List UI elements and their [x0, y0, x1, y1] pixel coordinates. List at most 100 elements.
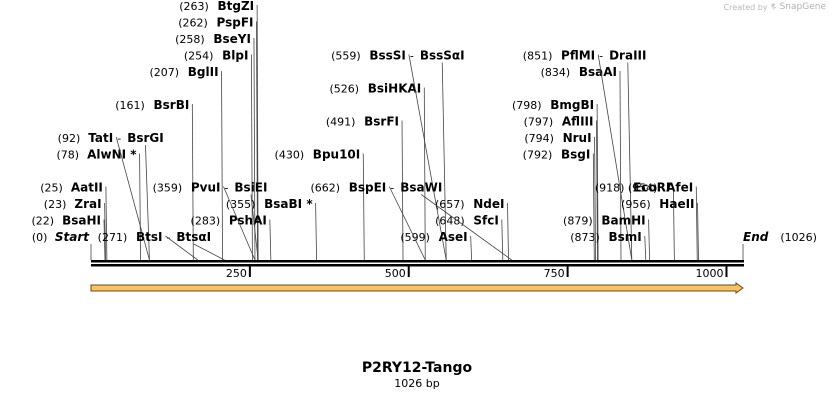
site-label-bsssi[interactable]: (559) BssSI - BssSαI	[331, 49, 465, 261]
site-leader-line	[421, 194, 512, 261]
site-position: (794)	[524, 132, 554, 145]
site-label-afliii[interactable]: (797) AflIII	[524, 115, 598, 261]
site-position: (92)	[58, 132, 81, 145]
site-name-secondary: BsrGI	[127, 131, 164, 145]
site-leader-line	[251, 54, 253, 261]
site-label-nrui[interactable]: (794) NruI	[524, 131, 596, 261]
site-position: (559)	[331, 50, 361, 63]
site-leader-line	[139, 153, 141, 261]
site-label-zrai[interactable]: (23) ZraI	[44, 197, 107, 261]
site-label-ndei[interactable]: (657) NdeI	[435, 197, 509, 261]
site-leader-line	[627, 62, 633, 261]
site-label-bsaai[interactable]: (834) BsaAI	[541, 65, 622, 261]
site-name: BsrBI	[153, 98, 189, 112]
site-label-bseyi[interactable]: (258) BseYI	[175, 32, 256, 261]
ruler-tick-label: 250	[226, 267, 247, 280]
site-name: TatI	[88, 131, 113, 145]
site-position: (956)	[621, 198, 651, 211]
site-label-pflmi[interactable]: (851) PflMI - DraIII	[523, 49, 647, 261]
site-label-bspei[interactable]: (662) BspEI - BsaWI	[310, 181, 512, 261]
site-leader-line	[362, 153, 365, 261]
orf-feature[interactable]	[90, 282, 744, 294]
site-label-bsgi[interactable]: (792) BsgI	[523, 148, 595, 261]
site-separator: -	[117, 132, 121, 145]
site-label-haeii[interactable]: (956) HaeII	[621, 197, 699, 261]
site-label-bsrfi[interactable]: (491) BsrFI	[326, 115, 404, 261]
site-leader-line	[592, 153, 595, 261]
site-label-bsrbi[interactable]: (161) BsrBI	[115, 98, 194, 261]
site-position: (161)	[115, 99, 145, 112]
site-position: (797)	[524, 116, 554, 129]
site-leader-line	[165, 235, 198, 261]
ruler-ticks: 250 500 750 1000	[226, 266, 728, 280]
site-label-tati[interactable]: (92) TatI - BsrGI	[58, 131, 164, 261]
site-leader-line	[104, 202, 107, 261]
site-label-blpi[interactable]: (254) BlpI	[184, 49, 253, 261]
site-position: (262)	[178, 17, 208, 30]
site-name: BtsI	[136, 230, 163, 244]
snapgene-credit: Created by SnapGene	[724, 2, 826, 12]
ruler-tick-label: 750	[544, 267, 565, 280]
site-position: (359)	[153, 182, 183, 195]
site-name: BglII	[188, 65, 219, 79]
site-leader-line	[253, 37, 256, 261]
site-name: AatII	[71, 181, 103, 195]
site-leader-line	[644, 235, 647, 261]
site-label-asei[interactable]: (599) AseI	[400, 230, 473, 261]
linear-map: 250 500 750 1000 (0) Start(22) BsaHI(23) ZraI(…	[31, 0, 817, 294]
site-separator: -	[166, 231, 170, 244]
site-name: PflMI	[561, 49, 595, 63]
site-name: BsiHKAI	[368, 82, 422, 96]
site-label-alwni[interactable]: (78) AlwNI *	[56, 148, 141, 261]
site-position: (258)	[175, 33, 205, 46]
site-label-pshai[interactable]: (283) PshAI	[191, 214, 272, 261]
site-label-btsi[interactable]: (271) BtsI - BtsαI	[98, 230, 225, 261]
site-label-bmgbi[interactable]: (798) BmgBI	[512, 98, 599, 261]
site-separator: -	[599, 50, 603, 63]
site-leader-line	[256, 21, 258, 261]
site-label-end[interactable]: End (1026)	[742, 230, 817, 260]
site-label-bsihkai[interactable]: (526) BsiHKAI	[329, 82, 426, 261]
sequence-backbone-bottom-strand	[91, 264, 744, 267]
site-position: (207)	[149, 66, 179, 79]
site-name: EcoRI	[633, 181, 670, 195]
sequence-length: 1026 bp	[394, 377, 440, 390]
site-position: (648)	[435, 215, 465, 228]
snapgene-logo-icon	[771, 3, 776, 11]
site-label-start[interactable]: (0) Start	[32, 230, 92, 260]
site-leader-line	[191, 103, 194, 261]
site-name: ZraI	[74, 197, 101, 211]
site-label-ecori[interactable]: (918) EcoRI	[595, 181, 675, 261]
sequence-title: P2RY12-Tango	[361, 360, 473, 376]
site-position: (954)	[628, 182, 658, 195]
orf-feature-arrow[interactable]	[90, 282, 744, 294]
site-leader-line	[221, 70, 223, 261]
site-label-bpu10i[interactable]: (430) Bpu10I	[275, 148, 365, 261]
site-label-afei[interactable]: (954) AfeI	[628, 181, 698, 261]
site-leader-line	[596, 103, 599, 261]
site-name: BspEI	[349, 181, 387, 195]
site-leader-line	[697, 202, 699, 261]
site-label-bamhi[interactable]: (879) BamHI	[563, 214, 650, 261]
site-leader-line	[315, 202, 317, 261]
site-label-pvui[interactable]: (359) PvuI - BsiEI	[153, 181, 268, 261]
site-name: BsrFI	[364, 115, 399, 129]
site-position: (23)	[44, 198, 67, 211]
site-label-aatii[interactable]: (25) AatII	[40, 181, 108, 261]
site-position: (798)	[512, 99, 542, 112]
site-label-bsahi[interactable]: (22) BsaHI	[31, 214, 106, 261]
site-label-pspfi[interactable]: (262) PspFI	[178, 16, 258, 261]
site-name: PspFI	[217, 16, 254, 30]
site-name: Start	[55, 230, 90, 244]
site-label-bsmi[interactable]: (873) BsmI	[570, 230, 647, 261]
site-label-bglii[interactable]: (207) BglII	[149, 65, 223, 261]
site-label-bsabi[interactable]: (355) BsaBI *	[226, 197, 317, 261]
site-label-sfci[interactable]: (648) SfcI	[435, 214, 504, 261]
site-position: (283)	[191, 215, 221, 228]
site-position: (662)	[310, 182, 340, 195]
map-title-block: P2RY12-Tango 1026 bp	[0, 360, 834, 390]
site-leader-line	[648, 219, 650, 261]
site-name: Bpu10I	[313, 148, 360, 162]
site-leader-line	[115, 136, 150, 261]
site-label-btgzi[interactable]: (263) BtgZI	[179, 0, 259, 261]
